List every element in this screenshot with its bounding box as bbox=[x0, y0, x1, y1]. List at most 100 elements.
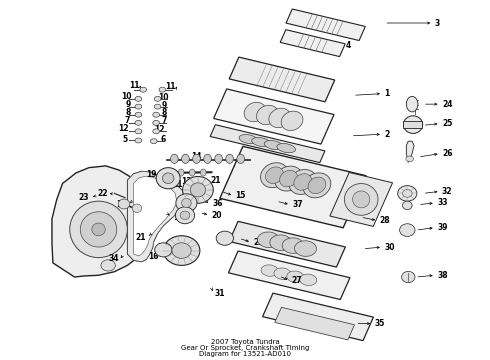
Text: 9: 9 bbox=[125, 100, 131, 109]
Polygon shape bbox=[275, 307, 354, 340]
Ellipse shape bbox=[204, 154, 211, 163]
Polygon shape bbox=[229, 221, 345, 267]
Ellipse shape bbox=[261, 265, 278, 276]
Ellipse shape bbox=[403, 116, 423, 134]
Text: 19: 19 bbox=[146, 170, 156, 179]
Text: 15: 15 bbox=[235, 192, 246, 201]
Polygon shape bbox=[263, 293, 373, 341]
Polygon shape bbox=[127, 171, 185, 262]
Text: 22: 22 bbox=[98, 189, 108, 198]
Text: 16: 16 bbox=[148, 252, 159, 261]
Text: 24: 24 bbox=[442, 100, 452, 109]
Text: 21: 21 bbox=[210, 176, 220, 185]
Polygon shape bbox=[406, 141, 414, 162]
Ellipse shape bbox=[277, 144, 295, 153]
Ellipse shape bbox=[140, 87, 147, 92]
Ellipse shape bbox=[135, 96, 142, 101]
Text: 27: 27 bbox=[292, 276, 302, 285]
Text: Gear Or Sprocket, Crankshaft Timing: Gear Or Sprocket, Crankshaft Timing bbox=[181, 345, 309, 351]
Text: 21: 21 bbox=[135, 233, 146, 242]
Ellipse shape bbox=[183, 176, 213, 203]
Text: 29: 29 bbox=[253, 238, 264, 247]
Ellipse shape bbox=[269, 108, 291, 127]
Text: 31: 31 bbox=[215, 289, 225, 298]
Ellipse shape bbox=[294, 174, 312, 190]
Text: 10: 10 bbox=[122, 92, 132, 101]
Ellipse shape bbox=[270, 235, 292, 251]
Text: 23: 23 bbox=[78, 193, 89, 202]
Text: 36: 36 bbox=[212, 199, 223, 208]
Text: 2: 2 bbox=[384, 130, 390, 139]
Text: 6: 6 bbox=[161, 135, 166, 144]
Ellipse shape bbox=[135, 112, 142, 117]
Text: 35: 35 bbox=[375, 319, 385, 328]
Ellipse shape bbox=[190, 183, 206, 197]
Polygon shape bbox=[134, 176, 177, 256]
Ellipse shape bbox=[402, 201, 412, 210]
Ellipse shape bbox=[162, 173, 174, 184]
Text: 37: 37 bbox=[292, 200, 303, 209]
Polygon shape bbox=[286, 9, 366, 41]
Text: 39: 39 bbox=[437, 223, 447, 232]
Ellipse shape bbox=[135, 104, 142, 109]
Ellipse shape bbox=[398, 186, 417, 201]
FancyBboxPatch shape bbox=[403, 121, 422, 128]
Ellipse shape bbox=[182, 154, 189, 163]
Text: 8: 8 bbox=[125, 108, 131, 117]
Polygon shape bbox=[214, 89, 334, 144]
Text: 7: 7 bbox=[124, 116, 130, 125]
Text: 4: 4 bbox=[346, 41, 351, 50]
Ellipse shape bbox=[176, 194, 197, 212]
Ellipse shape bbox=[344, 184, 378, 215]
Text: 12: 12 bbox=[118, 124, 128, 133]
Ellipse shape bbox=[154, 104, 161, 109]
Polygon shape bbox=[220, 146, 366, 228]
Text: 34: 34 bbox=[109, 254, 119, 263]
Text: 3: 3 bbox=[435, 18, 440, 27]
Text: 21: 21 bbox=[179, 253, 189, 262]
Text: 25: 25 bbox=[442, 119, 452, 128]
Ellipse shape bbox=[400, 224, 415, 237]
Ellipse shape bbox=[280, 170, 297, 187]
Ellipse shape bbox=[282, 238, 304, 253]
Ellipse shape bbox=[101, 260, 115, 271]
Ellipse shape bbox=[244, 102, 266, 122]
Ellipse shape bbox=[401, 271, 415, 283]
Text: 18: 18 bbox=[173, 212, 184, 221]
Ellipse shape bbox=[274, 268, 291, 279]
Text: 30: 30 bbox=[384, 243, 395, 252]
Ellipse shape bbox=[275, 166, 302, 191]
Ellipse shape bbox=[150, 139, 157, 144]
Ellipse shape bbox=[294, 241, 317, 256]
Polygon shape bbox=[330, 172, 392, 226]
Text: 28: 28 bbox=[379, 216, 390, 225]
Ellipse shape bbox=[193, 154, 200, 163]
Ellipse shape bbox=[264, 140, 283, 150]
Ellipse shape bbox=[216, 231, 233, 245]
Ellipse shape bbox=[239, 135, 258, 144]
Text: 11: 11 bbox=[165, 82, 175, 91]
Ellipse shape bbox=[153, 129, 160, 134]
Ellipse shape bbox=[215, 154, 222, 163]
Ellipse shape bbox=[287, 271, 304, 283]
Ellipse shape bbox=[167, 169, 173, 176]
Ellipse shape bbox=[132, 204, 142, 212]
Ellipse shape bbox=[156, 168, 180, 189]
Ellipse shape bbox=[135, 120, 142, 125]
Ellipse shape bbox=[171, 154, 178, 163]
Text: 26: 26 bbox=[442, 149, 452, 158]
Ellipse shape bbox=[353, 191, 370, 208]
Ellipse shape bbox=[406, 156, 414, 162]
Polygon shape bbox=[210, 125, 325, 163]
Text: 1: 1 bbox=[384, 89, 390, 98]
Ellipse shape bbox=[281, 111, 303, 131]
Ellipse shape bbox=[159, 87, 166, 92]
Polygon shape bbox=[52, 166, 158, 277]
Ellipse shape bbox=[303, 173, 331, 198]
Ellipse shape bbox=[226, 154, 233, 163]
Text: 11: 11 bbox=[129, 81, 139, 90]
Ellipse shape bbox=[257, 232, 279, 248]
Ellipse shape bbox=[252, 138, 270, 147]
Ellipse shape bbox=[402, 189, 412, 197]
Ellipse shape bbox=[189, 169, 195, 176]
